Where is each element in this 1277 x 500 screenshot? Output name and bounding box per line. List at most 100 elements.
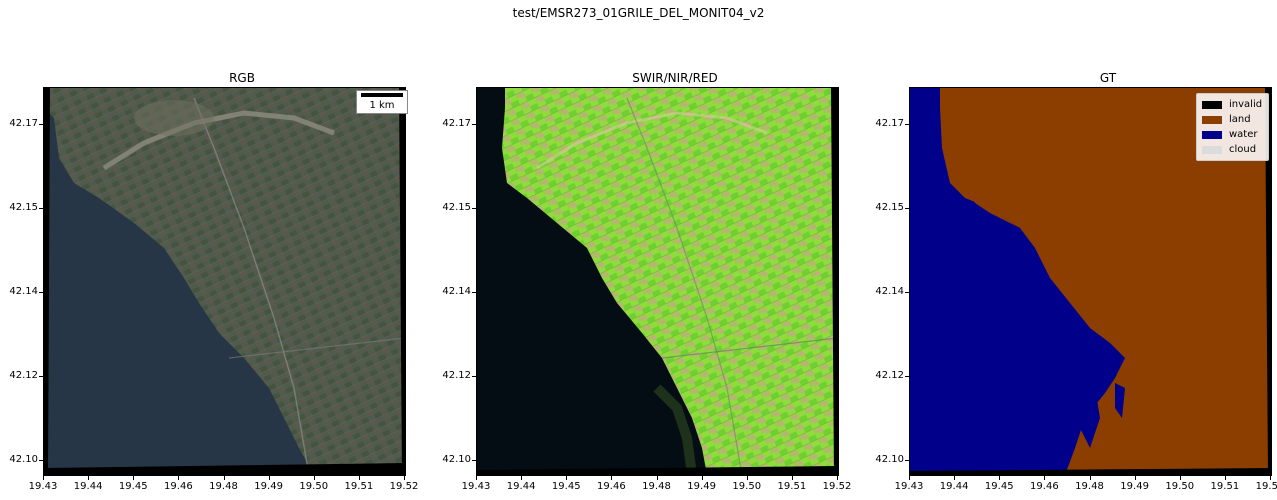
x-tick-label: 19.43 — [894, 481, 924, 492]
y-tick-label: 42.12 — [442, 370, 471, 381]
y-tick-mark — [905, 292, 909, 293]
legend-label-water: water — [1229, 129, 1258, 140]
x-tick-mark — [999, 476, 1001, 480]
x-tick-mark — [954, 476, 956, 480]
y-tick-label: 42.15 — [442, 202, 471, 213]
x-tick-label: 19.52 — [822, 481, 852, 492]
y-tick-mark — [472, 292, 476, 293]
x-tick-label: 19.46 — [164, 481, 193, 492]
legend-label-cloud: cloud — [1229, 144, 1257, 155]
x-tick-label: 19.49 — [687, 481, 716, 492]
image-swir-nir-red — [476, 87, 839, 476]
x-tick-label: 19.51 — [777, 481, 807, 492]
x-tick-label: 19.52 — [1255, 481, 1277, 492]
x-tick-label: 19.49 — [1120, 481, 1149, 492]
y-tick-label: 42.15 — [875, 202, 904, 213]
panel-title-swir: SWIR/NIR/RED — [632, 71, 718, 85]
image-rgb — [43, 87, 406, 476]
x-tick-label: 19.51 — [344, 481, 374, 492]
x-tick-label: 19.45 — [984, 481, 1014, 492]
x-tick-mark — [1270, 476, 1271, 480]
scale-bar: 1 km — [356, 90, 408, 114]
x-tick-label: 19.48 — [642, 481, 671, 492]
y-tick-mark — [472, 460, 476, 461]
x-tick-mark — [43, 476, 44, 480]
x-tick-mark — [358, 476, 360, 480]
y-tick-mark — [39, 460, 43, 461]
x-tick-label: 19.44 — [73, 481, 103, 492]
figure-title: test/EMSR273_01GRILE_DEL_MONIT04_v2 — [512, 6, 765, 20]
y-tick-label: 42.17 — [442, 118, 471, 129]
panel-rgb: RGB 1 km — [42, 68, 442, 488]
x-tick-label: 19.51 — [1210, 481, 1240, 492]
legend-swatch-invalid — [1202, 100, 1222, 109]
x-tick-mark — [1044, 476, 1046, 480]
legend-swatch-cloud — [1202, 145, 1222, 154]
x-tick-mark — [791, 476, 793, 480]
x-tick-mark — [1179, 476, 1181, 480]
y-tick-label: 42.14 — [9, 286, 38, 297]
x-tick-mark — [1224, 476, 1226, 480]
x-tick-label: 19.49 — [254, 481, 283, 492]
panel-title-rgb: RGB — [229, 71, 255, 85]
x-tick-mark — [404, 476, 405, 480]
x-tick-label: 19.45 — [551, 481, 581, 492]
x-tick-mark — [701, 476, 703, 480]
x-tick-label: 19.44 — [506, 481, 536, 492]
x-tick-mark — [1134, 476, 1136, 480]
x-tick-mark — [746, 476, 748, 480]
y-tick-mark — [39, 292, 43, 293]
legend: invalid land water cloud — [1196, 93, 1270, 161]
y-tick-mark — [905, 460, 909, 461]
scale-bar-line — [361, 93, 403, 97]
x-tick-label: 19.46 — [1030, 481, 1059, 492]
y-tick-mark — [905, 376, 909, 377]
legend-item-invalid: invalid — [1202, 97, 1262, 112]
x-tick-mark — [178, 476, 180, 480]
x-tick-label: 19.43 — [28, 481, 58, 492]
y-tick-mark — [472, 124, 476, 125]
image-gt — [909, 87, 1272, 476]
y-tick-mark — [472, 208, 476, 209]
y-tick-label: 42.14 — [442, 286, 471, 297]
legend-swatch-land — [1202, 115, 1222, 124]
x-tick-mark — [88, 476, 90, 480]
panel-swir-nir-red: SWIR/NIR/RED — [475, 68, 875, 488]
x-tick-mark — [133, 476, 135, 480]
panel-gt: GT invalid land water cloud — [908, 68, 1277, 488]
x-tick-label: 19.50 — [299, 481, 329, 492]
y-tick-label: 42.17 — [875, 118, 904, 129]
y-tick-mark — [905, 124, 909, 125]
y-tick-mark — [39, 376, 43, 377]
x-tick-mark — [521, 476, 523, 480]
legend-item-cloud: cloud — [1202, 142, 1262, 157]
y-tick-label: 42.12 — [875, 370, 904, 381]
y-tick-mark — [39, 124, 43, 125]
y-tick-label: 42.12 — [9, 370, 38, 381]
x-tick-mark — [837, 476, 838, 480]
y-tick-label: 42.17 — [9, 118, 38, 129]
x-tick-mark — [476, 476, 477, 480]
y-tick-mark — [472, 376, 476, 377]
y-tick-mark — [39, 208, 43, 209]
x-tick-label: 19.50 — [732, 481, 762, 492]
x-tick-label: 19.52 — [389, 481, 419, 492]
x-tick-mark — [313, 476, 315, 480]
x-tick-label: 19.43 — [461, 481, 491, 492]
x-tick-label: 19.48 — [1075, 481, 1104, 492]
legend-item-land: land — [1202, 112, 1262, 127]
y-tick-label: 42.10 — [442, 454, 471, 465]
panel-title-gt: GT — [1099, 71, 1117, 85]
scale-bar-label: 1 km — [369, 100, 395, 111]
y-tick-label: 42.15 — [9, 202, 38, 213]
x-tick-mark — [268, 476, 270, 480]
y-tick-mark — [905, 208, 909, 209]
x-tick-label: 19.44 — [939, 481, 969, 492]
x-tick-mark — [566, 476, 568, 480]
x-tick-mark — [909, 476, 910, 480]
legend-label-invalid: invalid — [1229, 99, 1263, 110]
x-tick-label: 19.48 — [209, 481, 238, 492]
x-tick-mark — [611, 476, 613, 480]
y-tick-label: 42.14 — [875, 286, 904, 297]
x-tick-label: 19.46 — [597, 481, 626, 492]
